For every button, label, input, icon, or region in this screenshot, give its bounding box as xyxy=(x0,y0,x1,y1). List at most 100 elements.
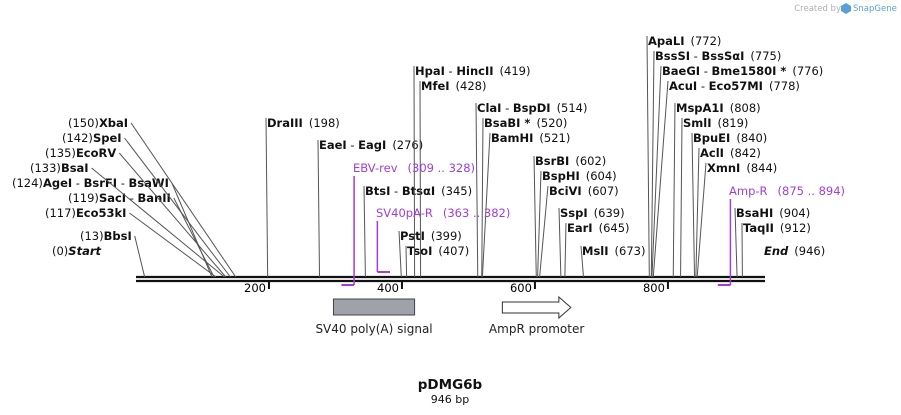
site-draiii: DraIII (198) xyxy=(265,116,340,278)
site-leader-draiii xyxy=(265,117,269,278)
site-baegi: BaeGI - Bme1580I * (776) xyxy=(651,64,823,278)
site-label-xbai: (150)XbaI xyxy=(68,116,128,130)
ruler-tick-label: 200 xyxy=(244,281,266,295)
site-bsphi: BspHI (604) xyxy=(537,169,617,278)
primer-ebv-rev: EBV-rev (309 .. 328) xyxy=(341,161,475,286)
site-label-mfei: MfeI (428) xyxy=(421,79,486,93)
plasmid-length: 946 bp xyxy=(431,393,469,406)
site-label-eaei: EaeI - EagI (276) xyxy=(319,138,423,152)
site-mfei: MfeI (428) xyxy=(419,79,486,278)
site-leader-bamhi xyxy=(481,132,491,278)
site-label-mspa1i: MspA1I (808) xyxy=(676,101,761,115)
site-leader-eco53ki xyxy=(129,212,217,278)
site-leader-bcivi xyxy=(539,185,549,278)
site-leader-tsoi xyxy=(405,245,408,278)
site-leader-xmni xyxy=(696,162,707,278)
site-label-end: End (946) xyxy=(764,244,825,258)
site-leader-bsahi xyxy=(734,207,738,278)
site-clai: ClaI - BspDI (514) xyxy=(475,101,588,278)
ruler-tick-label: 800 xyxy=(643,281,665,295)
site-ecorv: (135)EcoRV xyxy=(45,146,227,278)
site-bamhi: BamHI (521) xyxy=(481,131,570,278)
primer-label-amp-r: Amp-R (875 .. 894) xyxy=(729,184,845,198)
site-label-agei: (124)AgeI - BsrFI - BsaWI xyxy=(12,176,169,190)
site-label-saci: (119)SacI - BanII xyxy=(68,191,171,205)
site-leader-spei xyxy=(124,137,231,278)
site-label-taqii: TaqII (912) xyxy=(743,221,811,235)
primer-amp-r: Amp-R (875 .. 894) xyxy=(717,184,845,286)
feature-label-sv40-polya: SV40 poly(A) signal xyxy=(315,322,432,336)
site-leader-psti xyxy=(398,230,402,278)
feature-label-ampr-promoter: AmpR promoter xyxy=(489,322,584,336)
site-leader-apali xyxy=(646,35,650,278)
site-bsai: (133)BsaI xyxy=(30,161,225,278)
site-label-sspi: SspI (639) xyxy=(560,206,625,220)
site-xmni: XmnI (844) xyxy=(696,161,777,278)
site-leader-btsi xyxy=(363,185,366,278)
site-mspa1i: MspA1I (808) xyxy=(672,101,761,278)
snapgene-logo-icon xyxy=(841,3,851,14)
site-apali: ApaLI (772) xyxy=(646,34,721,278)
site-eari: EarI (645) xyxy=(564,221,630,278)
site-label-bsabi: BsaBI * (520) xyxy=(484,116,567,130)
site-eaei: EaeI - EagI (276) xyxy=(317,138,423,278)
site-end: End (946) xyxy=(764,244,825,258)
ruler: 200 400 600 800 xyxy=(244,281,669,295)
feature-ampr-promoter: AmpR promoter xyxy=(489,295,584,336)
site-label-bbsi: (13)BbsI xyxy=(80,229,132,243)
site-label-tsoi: TsoI (407) xyxy=(407,244,469,258)
site-msli: MslI (673) xyxy=(580,244,645,278)
site-leader-mfei xyxy=(419,80,422,278)
site-leader-msli xyxy=(580,245,584,278)
snapgene-label: SnapGene xyxy=(853,4,897,14)
ruler-tick-label: 400 xyxy=(377,281,399,295)
site-leader-mspa1i xyxy=(672,102,676,278)
site-leader-clai xyxy=(475,102,479,278)
site-leader-smli xyxy=(680,117,683,278)
site-label-msli: MslI (673) xyxy=(582,244,645,258)
site-agei: (124)AgeI - BsrFI - BsaWI xyxy=(12,176,213,278)
site-xbai: (150)XbaI xyxy=(68,116,237,278)
primer-sv40pa-r: SV40pA-R (363 .. 382) xyxy=(376,206,510,273)
site-leader-bsrbi xyxy=(533,155,537,278)
site-bbsi: (13)BbsI xyxy=(80,229,146,278)
features: SV40 poly(A) signal AmpR promoter xyxy=(315,295,584,336)
site-label-baegi: BaeGI - Bme1580I * (776) xyxy=(662,64,823,78)
site-label-hpai: HpaI - HincII (419) xyxy=(415,64,530,78)
site-leader-eari xyxy=(564,222,567,278)
site-label-psti: PstI (399) xyxy=(400,229,462,243)
site-leader-bbsi xyxy=(134,235,146,278)
site-spei: (142)SpeI xyxy=(62,131,231,278)
feature-sv40-polya: SV40 poly(A) signal xyxy=(315,298,433,336)
site-bsrbi: BsrBI (602) xyxy=(533,154,606,278)
site-bcivi: BciVI (607) xyxy=(539,184,619,278)
site-label-eari: EarI (645) xyxy=(567,221,630,235)
site-label-clai: ClaI - BspDI (514) xyxy=(477,101,588,115)
site-bpuei: BpuEI (840) xyxy=(691,131,767,278)
feature-shape-sv40-polya xyxy=(332,298,416,316)
site-label-ecorv: (135)EcoRV xyxy=(45,146,116,160)
site-leader-eaei xyxy=(317,139,321,278)
site-leader-bsphi xyxy=(537,170,542,278)
site-acui: AcuI - Eco57MI (778) xyxy=(652,79,800,278)
site-label-apali: ApaLI (772) xyxy=(648,34,721,48)
site-eco53ki: (117)Eco53kI xyxy=(45,206,217,278)
site-label-bcivi: BciVI (607) xyxy=(549,184,619,198)
site-label-draiii: DraIII (198) xyxy=(267,116,340,130)
backbone xyxy=(136,275,765,283)
site-leader-bsabi xyxy=(481,117,484,278)
site-leader-bsssi xyxy=(650,50,655,278)
site-label-start: (0)Start xyxy=(52,244,102,258)
primer-label-sv40pa-r: SV40pA-R (363 .. 382) xyxy=(376,206,510,220)
site-leader-baegi xyxy=(651,65,662,278)
site-tsoi: TsoI (407) xyxy=(405,244,469,278)
primer-label-ebv-rev: EBV-rev (309 .. 328) xyxy=(353,161,475,175)
site-label-bpuei: BpuEI (840) xyxy=(693,131,767,145)
site-leader-xbai xyxy=(130,122,237,278)
site-leader-hpai xyxy=(413,65,416,278)
feature-shape-ampr-promoter xyxy=(501,295,572,320)
site-label-bsrbi: BsrBI (602) xyxy=(535,154,606,168)
credit-text: Created by xyxy=(794,4,841,14)
site-label-acli: AclI (842) xyxy=(700,146,761,160)
